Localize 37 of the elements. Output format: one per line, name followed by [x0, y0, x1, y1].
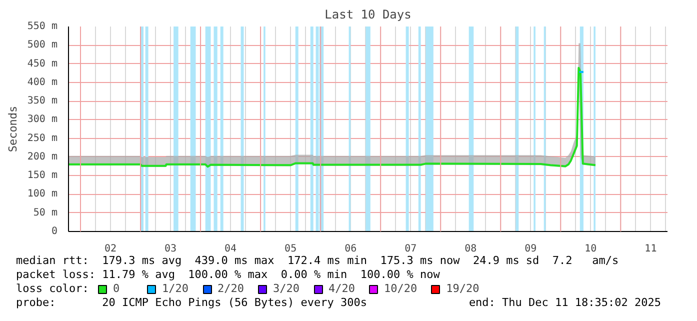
y-tick-label: 0 [51, 226, 58, 237]
legend-label: 2/20 [218, 282, 244, 295]
legend-label: 19/20 [446, 282, 480, 295]
chart-title: Last 10 Days [324, 8, 412, 22]
legend-label: 1/20 [162, 282, 188, 295]
x-tick-label: 04 [224, 244, 237, 254]
x-tick-label: 10 [584, 244, 597, 254]
x-tick-label: 07 [404, 244, 417, 254]
line-series [68, 66, 596, 168]
x-tick-label: 05 [284, 244, 297, 254]
legend-label: 0 [113, 282, 121, 295]
y-axis-title: Seconds [6, 106, 20, 152]
y-tick-label: 400 m [27, 76, 58, 88]
y-tick-label: 200 m [27, 151, 58, 162]
legend-label: 10/20 [384, 282, 418, 295]
y-tick-label: 450 m [27, 58, 58, 70]
y-tick-label: 50 m [33, 207, 58, 218]
y-tick-label: 300 m [27, 114, 58, 126]
y-tick-label: 350 m [27, 96, 58, 107]
text: packet loss: 11.79 % avg 100.00 % max 0.00 % min 100.00 % now [16, 268, 440, 282]
x-tick-label: 03 [164, 244, 177, 254]
x-tick-label: 08 [464, 244, 477, 254]
y-tick-label: 250 m [27, 132, 58, 144]
y-tick-label: 150 m [27, 170, 58, 182]
text: median rtt: 179.3 ms avg 439.0 ms max 172.4 ms min 175.3 ms now 24.9 ms sd 7.2 am/s [16, 254, 619, 268]
legend-label: 3/20 [273, 282, 300, 295]
x-tick-label: 11 [644, 244, 657, 254]
legend-title: loss color: [16, 282, 89, 296]
y-tick-label: 550 m [27, 21, 58, 32]
y-tick-label: 100 m [27, 188, 58, 200]
y-tick-label: 500 m [27, 40, 58, 51]
text: probe: 20 ICMP Echo Pings (56 Bytes) every 300s [16, 296, 367, 310]
legend-label: 4/20 [328, 282, 355, 295]
x-tick-label: 06 [344, 244, 357, 254]
x-tick-label: 02 [104, 244, 117, 254]
text: end: Thu Dec 11 18:35:02 2025 [468, 296, 661, 310]
x-tick-label: 09 [524, 244, 537, 254]
